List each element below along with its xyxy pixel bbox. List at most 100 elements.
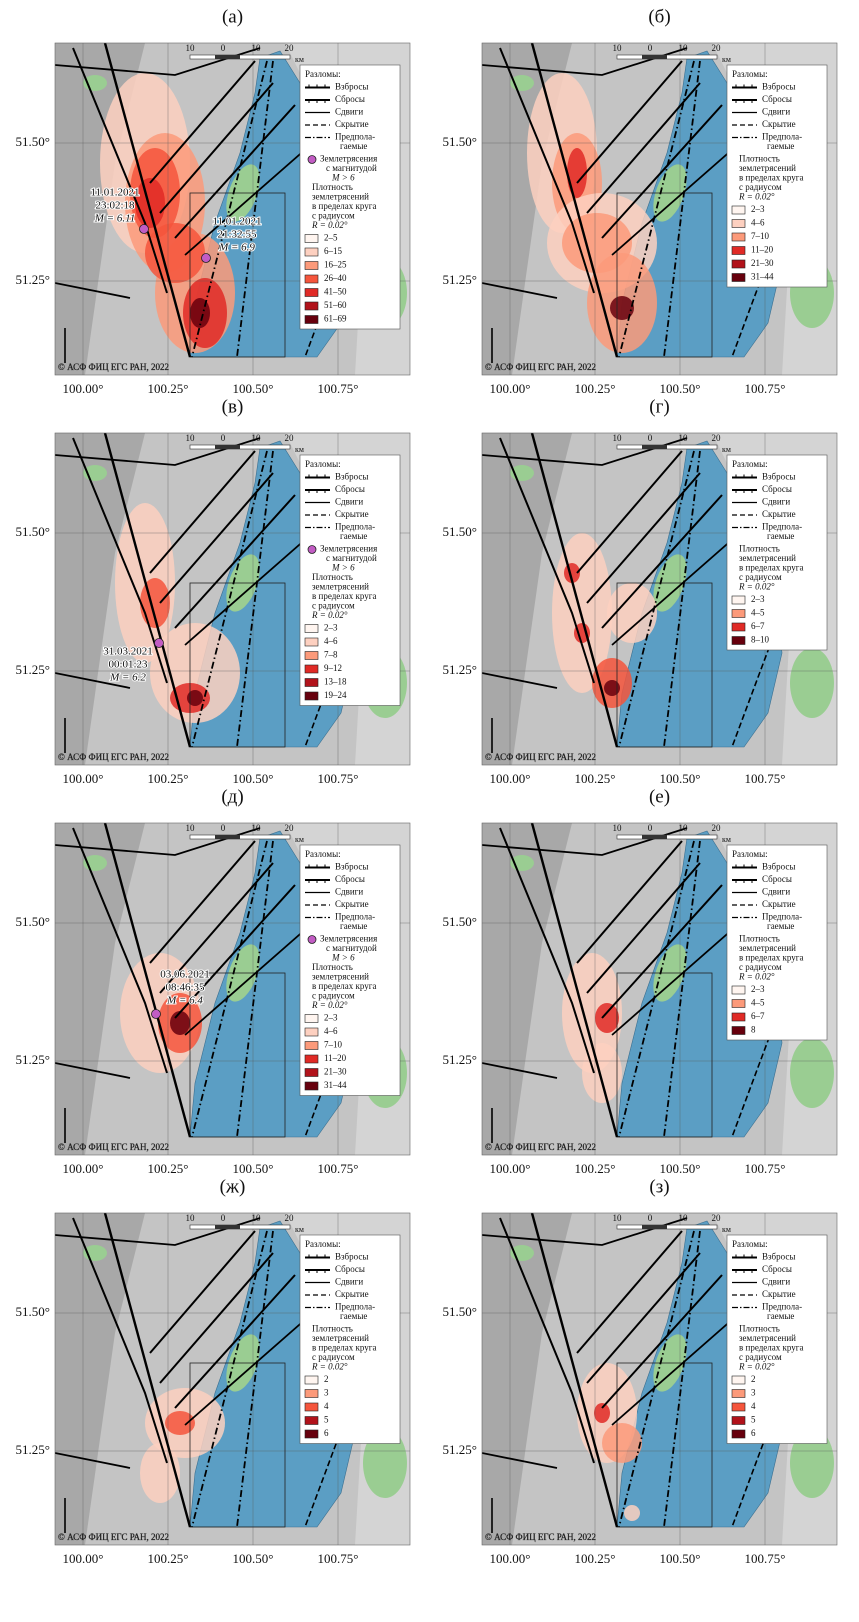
legend-label: в пределах круга xyxy=(739,1343,803,1353)
legend-label: R = 0.02° xyxy=(738,582,775,592)
density-patch xyxy=(595,1003,619,1033)
lon-label: 100.25° xyxy=(575,1551,616,1566)
lat-label: 51.25° xyxy=(443,1052,477,1067)
scale-label: 10 xyxy=(679,1213,689,1223)
panel-label: (а) xyxy=(222,6,243,27)
legend-label: в пределах круга xyxy=(739,563,803,573)
lat-label: 51.50° xyxy=(16,914,50,929)
legend-label: с радиусом xyxy=(312,991,355,1001)
legend-swatch xyxy=(305,1417,318,1425)
legend-label: в пределах круга xyxy=(739,173,803,183)
legend-label: 2 xyxy=(324,1374,329,1384)
legend-title: Разломы: xyxy=(305,69,341,79)
lon-label: 100.50° xyxy=(233,1161,274,1176)
earthquake-label: M = 6.2 xyxy=(109,672,146,684)
panel-label: (з) xyxy=(649,1176,669,1197)
legend-label: R = 0.02° xyxy=(311,610,348,620)
scale-label: 10 xyxy=(679,433,689,443)
earthquake-marker xyxy=(140,225,149,234)
legend-label: землетрясений xyxy=(739,553,796,563)
legend-swatch xyxy=(732,1000,745,1008)
legend-swatch xyxy=(732,623,745,631)
earthquake-marker xyxy=(155,639,164,648)
lon-label: 100.25° xyxy=(575,381,616,396)
legend-swatch xyxy=(732,206,745,214)
scale-label: 20 xyxy=(712,823,722,833)
legend-label: 6 xyxy=(324,1428,329,1438)
legend-label: Скрытие xyxy=(762,1289,796,1299)
legend-label: 31–44 xyxy=(324,1080,347,1090)
legend-label: 4–5 xyxy=(751,608,765,618)
scale-unit: км xyxy=(295,1225,304,1234)
density-patch xyxy=(187,690,203,706)
lon-label: 100.75° xyxy=(745,1161,786,1176)
scale-label: 10 xyxy=(252,823,262,833)
legend: Разломы:ВзбросыСбросыСдвигиСкрытиеПредпо… xyxy=(300,455,400,706)
density-patch xyxy=(170,1011,190,1035)
legend-label: в пределах круга xyxy=(312,201,376,211)
legend-label: с радиусом xyxy=(739,182,782,192)
scale-bar-seg xyxy=(215,835,240,839)
density-patch xyxy=(604,680,620,696)
earthquake-label: 31.03.2021 xyxy=(103,646,153,658)
legend-label: 6–15 xyxy=(324,246,343,256)
legend-label: 4–6 xyxy=(324,1026,338,1036)
lon-label: 100.25° xyxy=(148,1161,189,1176)
legend-label: с радиусом xyxy=(312,1352,355,1362)
legend-title: Разломы: xyxy=(732,69,768,79)
lat-label: 51.50° xyxy=(443,134,477,149)
scale-unit: км xyxy=(295,55,304,64)
scale-label: 20 xyxy=(712,43,722,53)
map-panel: 1001020км© АСФ ФИЦ ЕГС РАН, 202203.06.20… xyxy=(16,823,410,1176)
scale-bar-seg xyxy=(215,1225,240,1229)
legend-label: 11–20 xyxy=(324,1053,347,1063)
legend: Разломы:ВзбросыСбросыСдвигиСкрытиеПредпо… xyxy=(727,65,827,287)
lat-label: 51.50° xyxy=(443,914,477,929)
scale-label: 0 xyxy=(221,823,226,833)
lat-label: 51.50° xyxy=(16,524,50,539)
legend-label: 2–3 xyxy=(324,1013,338,1023)
legend-swatch xyxy=(305,1015,318,1023)
legend-label: Скрытие xyxy=(762,509,796,519)
legend-label: Плотность xyxy=(312,962,353,972)
legend-label: Взбросы xyxy=(335,1252,368,1262)
scale-label: 0 xyxy=(221,43,226,53)
legend-label: 4–5 xyxy=(751,998,765,1008)
legend-swatch xyxy=(732,1390,745,1398)
scale-bar-seg xyxy=(642,835,667,839)
earthquake-label: 11.01.2021 xyxy=(90,187,139,199)
scale-label: 20 xyxy=(712,433,722,443)
lon-label: 100.50° xyxy=(660,1551,701,1566)
legend-label: Скрытие xyxy=(762,899,796,909)
legend-label: с магнитудой xyxy=(326,553,377,563)
legend-label: Предпола- xyxy=(335,1302,375,1312)
map-panel: 1001020км© АСФ ФИЦ ЕГС РАН, 202251.50°51… xyxy=(443,433,837,786)
legend-swatch xyxy=(732,1376,745,1384)
lon-label: 100.00° xyxy=(63,1161,104,1176)
legend-label: 7–10 xyxy=(324,1040,343,1050)
legend-label: 8 xyxy=(751,1025,756,1035)
legend-label: 6–7 xyxy=(751,621,765,631)
legend-label: Сдвиги xyxy=(335,497,363,507)
legend-label: с радиусом xyxy=(312,601,355,611)
legend-label: 41–50 xyxy=(324,287,347,297)
legend-label: 2–3 xyxy=(751,204,765,214)
lon-label: 100.00° xyxy=(490,771,531,786)
legend-label: с магнитудой xyxy=(326,163,377,173)
copyright: © АСФ ФИЦ ЕГС РАН, 2022 xyxy=(485,362,596,372)
legend-swatch xyxy=(305,1042,318,1050)
scale-unit: км xyxy=(722,835,731,844)
scale-label: 0 xyxy=(221,433,226,443)
legend-label: 6 xyxy=(751,1428,756,1438)
density-patch xyxy=(594,1403,610,1423)
legend-title: Разломы: xyxy=(305,1239,341,1249)
legend: Разломы:ВзбросыСбросыСдвигиСкрытиеПредпо… xyxy=(300,845,400,1096)
legend-symbol xyxy=(308,156,316,164)
legend-label: Сдвиги xyxy=(762,887,790,897)
legend-swatch xyxy=(732,1430,745,1438)
lon-label: 100.75° xyxy=(318,1551,359,1566)
legend-label: Скрытие xyxy=(335,1289,369,1299)
earthquake-label: 00:01:23 xyxy=(108,659,148,671)
legend: Разломы:ВзбросыСбросыСдвигиСкрытиеПредпо… xyxy=(727,1235,827,1444)
density-patch xyxy=(135,178,165,228)
